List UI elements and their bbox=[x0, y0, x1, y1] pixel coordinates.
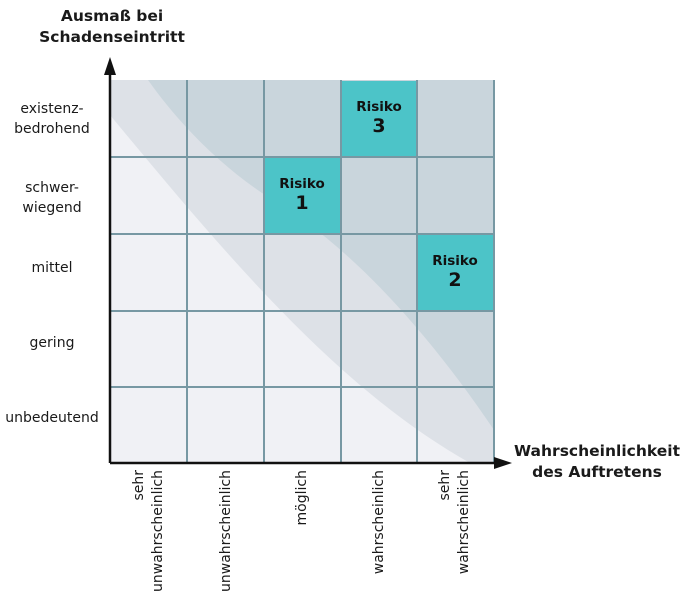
severity-label-unbedeutend: unbedeutend bbox=[5, 410, 99, 426]
probability-label-wahrscheinlich: wahrscheinlich bbox=[370, 470, 387, 575]
risk-3-label: Risiko 3 bbox=[356, 99, 402, 137]
probability-label-sehr-wahrscheinlich: sehr wahrscheinlich bbox=[437, 470, 472, 575]
risk-2-label: Risiko 2 bbox=[432, 253, 478, 291]
probability-label-sehr-unwahrscheinlich: sehr unwahrscheinlich bbox=[131, 470, 166, 592]
risk-1-cell bbox=[265, 158, 340, 233]
y-axis-arrow bbox=[104, 57, 116, 75]
risk-3-cell bbox=[342, 81, 416, 156]
risk-2-cell bbox=[418, 235, 493, 310]
zone-high bbox=[148, 80, 494, 430]
y-axis-title: Ausmaß bei Schadenseintritt bbox=[39, 7, 185, 46]
risk-1-label: Risiko 1 bbox=[279, 176, 325, 214]
x-axis-arrow bbox=[494, 457, 512, 469]
x-axis-title: Wahrscheinlichkeit des Auftretens bbox=[514, 442, 680, 481]
severity-label-gering: gering bbox=[29, 335, 75, 351]
probability-label-moeglich: möglich bbox=[293, 470, 310, 526]
grid-lines bbox=[110, 80, 495, 463]
probability-label-unwahrscheinlich: unwahrscheinlich bbox=[217, 470, 234, 592]
severity-label-existenzbedrohend: existenz- bedrohend bbox=[14, 101, 90, 137]
severity-label-mittel: mittel bbox=[31, 260, 73, 276]
risk-cells bbox=[265, 81, 493, 310]
severity-label-schwerwiegend: schwer- wiegend bbox=[22, 180, 82, 216]
